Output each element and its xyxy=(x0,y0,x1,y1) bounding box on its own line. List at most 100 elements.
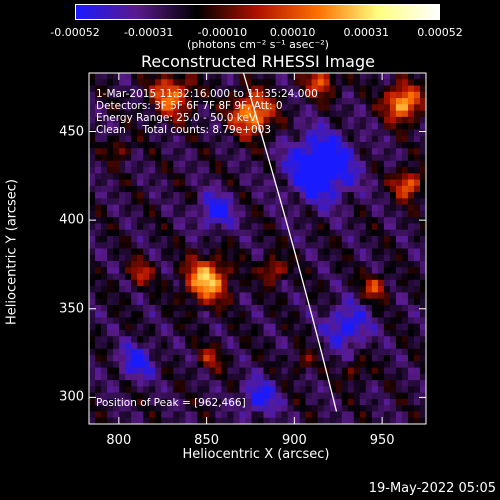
heatmap-cell xyxy=(257,373,265,381)
heatmap-cell xyxy=(275,367,283,375)
heatmap-cell xyxy=(305,367,313,375)
heatmap-cell xyxy=(227,411,234,419)
heatmap-cell xyxy=(365,267,373,275)
heatmap-cell xyxy=(299,91,307,99)
heatmap-cell xyxy=(365,223,373,231)
heatmap-cell xyxy=(359,235,367,243)
heatmap-cell xyxy=(269,85,277,93)
heatmap-cell xyxy=(365,336,373,344)
heatmap-cell xyxy=(227,279,234,287)
heatmap-cell xyxy=(137,242,144,249)
heatmap-cell xyxy=(113,355,120,362)
heatmap-cell xyxy=(257,167,265,174)
heatmap-cell xyxy=(161,160,168,168)
heatmap-cell xyxy=(341,304,349,312)
heatmap-cell xyxy=(299,336,307,344)
heatmap-cell xyxy=(125,386,132,394)
heatmap-cell xyxy=(215,367,222,375)
heatmap-cell xyxy=(281,223,289,231)
heatmap-cell xyxy=(353,198,361,206)
info-time-range: 1-Mar-2015 11:32:16.000 to 11:35:24.000 xyxy=(96,88,318,100)
heatmap-cell xyxy=(221,279,228,287)
heatmap-cell xyxy=(203,311,210,318)
heatmap-cell xyxy=(299,317,307,325)
heatmap-cell xyxy=(179,317,186,325)
heatmap-cell xyxy=(275,398,283,406)
heatmap-cell xyxy=(233,110,240,118)
heatmap-cell xyxy=(365,348,373,356)
heatmap-cell xyxy=(173,286,180,293)
heatmap-cell xyxy=(119,411,126,419)
heatmap-cell xyxy=(95,110,102,118)
heatmap-cell xyxy=(311,279,319,287)
heatmap-cell xyxy=(371,85,379,93)
heatmap-cell xyxy=(95,79,102,87)
heatmap-cell xyxy=(413,123,421,130)
heatmap-cell xyxy=(287,348,295,356)
heatmap-cell xyxy=(359,398,367,406)
heatmap-cell xyxy=(353,79,361,87)
heatmap-cell xyxy=(389,104,397,112)
heatmap-cell xyxy=(185,217,192,224)
heatmap-cell xyxy=(389,323,397,331)
heatmap-cell xyxy=(257,91,265,99)
heatmap-cell xyxy=(119,223,126,231)
heatmap-cell xyxy=(347,235,355,243)
heatmap-cell xyxy=(167,160,174,168)
heatmap-cell xyxy=(173,405,180,412)
heatmap-cell xyxy=(275,417,283,425)
heatmap-cell xyxy=(419,167,427,174)
heatmap-cell xyxy=(269,192,277,199)
heatmap-cell xyxy=(89,311,96,318)
heatmap-cell xyxy=(215,91,222,99)
heatmap-cell xyxy=(221,79,228,87)
heatmap-cell xyxy=(197,392,204,400)
heatmap-cell xyxy=(107,110,114,118)
heatmap-cell xyxy=(101,411,108,419)
heatmap-cell xyxy=(191,210,198,218)
heatmap-cell xyxy=(257,204,265,212)
heatmap-cell xyxy=(233,85,240,93)
heatmap-cell xyxy=(377,185,385,193)
heatmap-cell xyxy=(263,417,271,425)
heatmap-cell xyxy=(155,286,162,293)
heatmap-cell xyxy=(299,286,307,293)
heatmap-cell xyxy=(239,179,246,187)
heatmap-cell xyxy=(131,167,138,174)
heatmap-cell xyxy=(263,329,271,337)
heatmap-cell xyxy=(221,116,228,124)
heatmap-cell xyxy=(251,405,258,412)
heatmap-cell xyxy=(161,261,168,268)
heatmap-cell xyxy=(269,135,277,143)
heatmap-cell xyxy=(389,167,397,174)
heatmap-cell xyxy=(317,141,325,149)
heatmap-cell xyxy=(95,85,102,93)
heatmap-cell xyxy=(347,129,355,137)
heatmap-cell xyxy=(257,336,265,344)
heatmap-cell xyxy=(377,361,385,369)
heatmap-cell xyxy=(263,242,271,249)
heatmap-cell xyxy=(335,141,343,149)
heatmap-cell xyxy=(365,361,373,369)
heatmap-cell xyxy=(131,73,138,80)
heatmap-cell xyxy=(95,398,102,406)
heatmap-cell xyxy=(101,192,108,199)
heatmap-cell xyxy=(329,367,337,375)
heatmap-cell xyxy=(365,185,373,193)
heatmap-cell xyxy=(365,373,373,381)
heatmap-cell xyxy=(185,73,192,80)
heatmap-cell xyxy=(101,329,108,337)
heatmap-cell xyxy=(419,85,427,93)
heatmap-cell xyxy=(383,141,391,149)
heatmap-cell xyxy=(107,411,114,419)
heatmap-cell xyxy=(395,323,403,331)
heatmap-cell xyxy=(215,185,222,193)
heatmap-cell xyxy=(317,298,325,306)
heatmap-cell xyxy=(281,98,289,105)
y-tick-label: 300 xyxy=(59,389,84,405)
heatmap-cell xyxy=(299,417,307,425)
heatmap-cell xyxy=(179,229,186,237)
heatmap-cell xyxy=(311,386,319,394)
heatmap-cell xyxy=(107,279,114,287)
heatmap-cell xyxy=(167,361,174,369)
